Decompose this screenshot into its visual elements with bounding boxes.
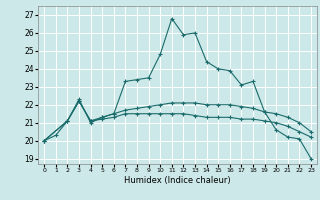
X-axis label: Humidex (Indice chaleur): Humidex (Indice chaleur) xyxy=(124,176,231,185)
